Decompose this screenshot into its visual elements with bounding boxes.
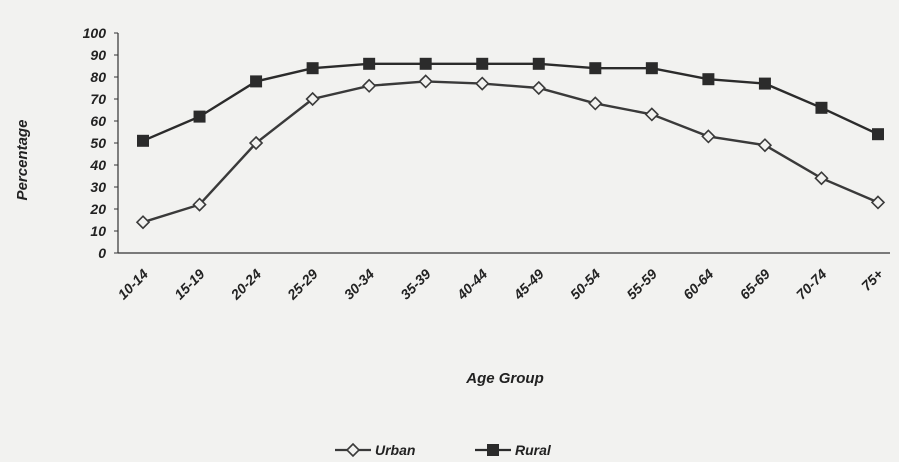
point	[135, 215, 151, 230]
x-tick-label: 40-44	[453, 266, 490, 303]
x-tick-label: 10-14	[114, 266, 151, 303]
point	[588, 96, 603, 111]
y-tick-label: 0	[98, 245, 106, 261]
x-tick-label: 15-19	[171, 266, 208, 303]
x-tick-label: 20-24	[227, 266, 264, 303]
x-tick-label: 75+	[858, 266, 886, 294]
x-tick-label: 30-34	[341, 266, 378, 303]
legend-label: Urban	[375, 442, 415, 458]
point	[305, 91, 320, 107]
point	[757, 138, 773, 153]
x-tick-label: 50-54	[567, 266, 604, 303]
y-tick-label: 80	[90, 69, 106, 85]
legend-marker	[345, 442, 361, 458]
y-tick-label: 30	[90, 179, 106, 195]
point	[419, 57, 432, 70]
y-tick-label: 20	[89, 201, 106, 217]
y-tick-label: 50	[90, 135, 106, 151]
x-tick-label: 55-59	[623, 266, 660, 303]
series-line	[142, 80, 879, 224]
point	[363, 57, 376, 70]
x-tick-label: 35-39	[397, 266, 434, 303]
point	[758, 77, 771, 90]
point	[250, 75, 263, 88]
point	[306, 62, 319, 75]
point	[418, 74, 433, 89]
point	[531, 80, 546, 96]
point	[532, 57, 545, 70]
point	[589, 62, 602, 75]
point	[476, 57, 489, 70]
x-axis-title: Age Group	[465, 370, 544, 387]
legend-marker	[487, 444, 499, 456]
point	[872, 128, 884, 141]
x-tick-label: 65-69	[736, 266, 773, 303]
point	[137, 134, 149, 147]
point	[248, 135, 264, 151]
y-tick-label: 90	[90, 47, 106, 63]
point	[475, 76, 490, 91]
x-tick-label: 70-74	[793, 266, 830, 303]
point	[815, 101, 828, 114]
y-tick-label: 40	[89, 157, 106, 173]
point	[362, 78, 377, 93]
point	[645, 62, 658, 75]
point	[701, 129, 716, 144]
x-tick-label: 25-29	[283, 266, 320, 303]
x-tick-label: 60-64	[680, 266, 717, 303]
point	[644, 107, 659, 122]
y-tick-label: 60	[90, 113, 106, 129]
y-tick-label: 70	[90, 91, 106, 107]
y-tick-label: 100	[83, 25, 107, 41]
point	[193, 110, 206, 123]
x-tick-label: 45-49	[510, 266, 547, 303]
point	[192, 197, 207, 212]
legend-label: Rural	[515, 442, 552, 458]
series-line	[142, 62, 879, 142]
point	[814, 171, 829, 186]
point	[870, 195, 886, 210]
y-tick-label: 10	[90, 223, 106, 239]
y-axis-title: Percentage	[14, 120, 31, 201]
point	[702, 73, 715, 86]
